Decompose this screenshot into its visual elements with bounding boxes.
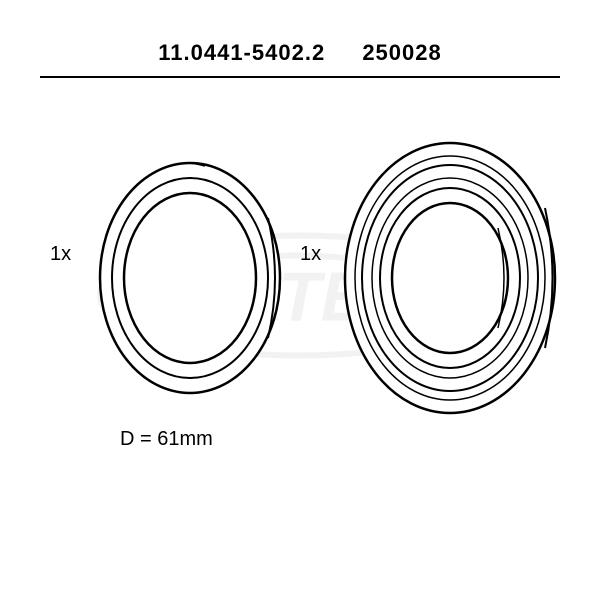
right-ring-icon: [330, 128, 570, 428]
secondary-part-number: 250028: [362, 40, 441, 65]
part-numbers: 11.0441-5402.2 250028: [0, 40, 600, 66]
left-ring-icon: [90, 148, 290, 408]
diagram-area: ATE R 1x 1x: [0, 98, 600, 498]
left-quantity-label: 1x: [50, 243, 71, 266]
dimension-label: D = 61mm: [120, 428, 213, 451]
header: 11.0441-5402.2 250028: [0, 0, 600, 98]
primary-part-number: 11.0441-5402.2: [158, 40, 325, 65]
left-ring-diagram: [90, 148, 290, 413]
header-divider: [40, 76, 560, 78]
right-quantity-label: 1x: [300, 243, 321, 266]
right-ring-diagram: [330, 128, 570, 433]
